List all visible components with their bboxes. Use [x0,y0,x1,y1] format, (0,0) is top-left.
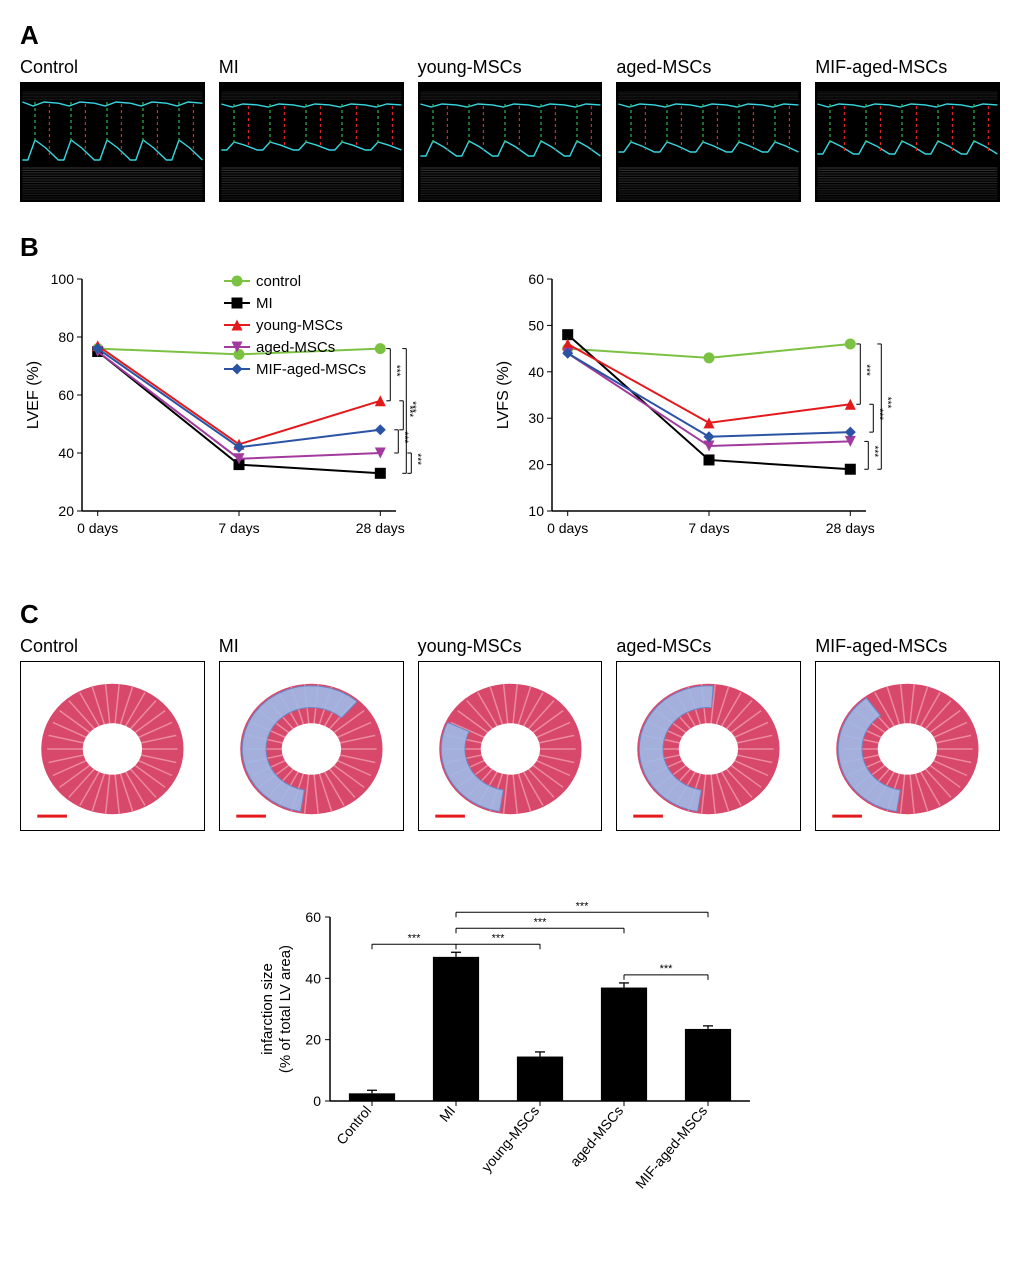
svg-text:young-MSCs: young-MSCs [256,317,343,334]
svg-text:28 days: 28 days [826,520,875,536]
svg-text:20: 20 [58,503,74,519]
echo-column: aged-MSCs [616,57,801,202]
svg-text:LVEF (%): LVEF (%) [25,361,42,429]
histology-title: young-MSCs [418,636,603,657]
svg-text:aged-MSCs: aged-MSCs [567,1103,627,1170]
panel-c-row: Control MI young-MSCs aged-MSCs MIF-aged-MSC… [20,636,1000,831]
echo-image [815,82,1000,202]
svg-text:100: 100 [51,271,75,287]
echo-image [20,82,205,202]
svg-text:30: 30 [528,410,544,426]
svg-text:MI: MI [436,1103,458,1125]
svg-text:80: 80 [58,329,74,345]
svg-text:60: 60 [305,909,321,925]
histology-image [616,661,801,831]
histology-column: MIF-aged-MSCs [815,636,1000,831]
histology-title: aged-MSCs [616,636,801,657]
panel-a-label: A [20,20,1000,51]
histology-column: Control [20,636,205,831]
panel-b-label: B [20,232,1000,263]
svg-text:40: 40 [528,364,544,380]
svg-text:60: 60 [528,271,544,287]
echo-title: MIF-aged-MSCs [815,57,1000,78]
svg-text:***: *** [881,397,892,409]
lvef-chart: 20 40 60 80 100 0 days 7 days 28 days LVEF (%) **… [20,269,450,559]
svg-text:20: 20 [305,1032,321,1048]
svg-text:***: *** [868,445,879,457]
histology-title: MI [219,636,404,657]
histology-title: Control [20,636,205,657]
histology-image [20,661,205,831]
svg-text:50: 50 [528,317,544,333]
svg-text:20: 20 [528,457,544,473]
svg-text:young-MSCs: young-MSCs [478,1103,542,1175]
echo-title: Control [20,57,205,78]
svg-text:***: *** [406,401,417,413]
svg-text:control: control [256,273,301,290]
svg-text:***: *** [492,932,506,944]
svg-text:MI: MI [256,295,273,312]
svg-text:0: 0 [313,1093,321,1109]
svg-text:MIF-aged-MSCs: MIF-aged-MSCs [256,361,366,378]
histology-image [219,661,404,831]
svg-text:***: *** [660,963,674,975]
svg-text:***: *** [408,932,422,944]
svg-text:infarction size: infarction size [259,963,276,1055]
svg-text:7 days: 7 days [218,520,259,536]
histology-title: MIF-aged-MSCs [815,636,1000,657]
panel-a-row: Control MI young-MSCs aged-MSCs MIF-aged-MSC… [20,57,1000,202]
histology-column: young-MSCs [418,636,603,831]
svg-text:MIF-aged-MSCs: MIF-aged-MSCs [632,1103,710,1192]
histology-image [815,661,1000,831]
echo-title: young-MSCs [418,57,603,78]
histology-image [418,661,603,831]
svg-text:***: *** [534,916,548,928]
svg-text:0 days: 0 days [547,520,588,536]
histology-column: MI [219,636,404,831]
echo-image [418,82,603,202]
echo-title: aged-MSCs [616,57,801,78]
svg-text:28 days: 28 days [356,520,405,536]
svg-text:10: 10 [528,503,544,519]
echo-title: MI [219,57,404,78]
svg-text:***: *** [873,408,884,420]
echo-column: Control [20,57,205,202]
echo-column: young-MSCs [418,57,603,202]
panel-b-row: 20 40 60 80 100 0 days 7 days 28 days LVEF (%) **… [20,269,1000,559]
svg-text:40: 40 [58,445,74,461]
echo-image [616,82,801,202]
infarct-bar-chart: 0 20 40 60 infarction size(% of total LV are… [250,861,770,1241]
svg-text:***: *** [411,453,422,465]
echo-column: MIF-aged-MSCs [815,57,1000,202]
svg-text:***: *** [576,900,590,912]
svg-text:(% of total LV area): (% of total LV area) [277,945,294,1073]
svg-text:40: 40 [305,970,321,986]
svg-text:***: *** [398,432,409,444]
svg-text:0 days: 0 days [77,520,118,536]
panel-c-label: C [20,599,1000,630]
svg-text:Control: Control [333,1103,374,1148]
echo-image [219,82,404,202]
svg-text:aged-MSCs: aged-MSCs [256,339,335,356]
svg-text:7 days: 7 days [688,520,729,536]
svg-text:60: 60 [58,387,74,403]
lvfs-chart: 10 20 30 40 50 60 0 days 7 days 28 days LVFS (%) *… [490,269,920,559]
svg-text:LVFS (%): LVFS (%) [495,361,512,429]
svg-text:***: *** [860,364,871,376]
histology-column: aged-MSCs [616,636,801,831]
echo-column: MI [219,57,404,202]
